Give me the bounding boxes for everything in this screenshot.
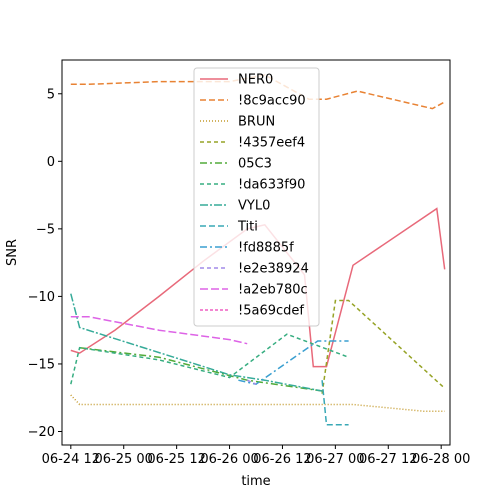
legend-label: !4357eef4 (238, 136, 305, 151)
y-axis-label: SNR (5, 239, 20, 266)
y-tick-label: −15 (28, 357, 55, 372)
legend-label: !fd8885f (238, 241, 294, 256)
x-tick-label: 06-25 00 (95, 452, 153, 467)
legend-label: NER0 (238, 73, 273, 88)
x-tick-label: 06-28 00 (412, 452, 470, 467)
series-line (70, 333, 349, 385)
legend-label: !e2e38924 (238, 262, 309, 277)
series-line (321, 299, 446, 394)
legend-label: 05C3 (238, 157, 272, 172)
y-tick-label: 5 (47, 87, 55, 102)
series-line (70, 394, 445, 412)
x-tick-label: 06-26 00 (200, 452, 258, 467)
series-line (238, 340, 349, 386)
plot-frame (61, 59, 451, 446)
legend-label: !a2eb780c (238, 283, 308, 298)
x-tick-label: 06-27 00 (306, 452, 364, 467)
y-axis: 5 0 −5 −10 −15 −20 (28, 87, 62, 440)
y-tick-label: −20 (28, 425, 55, 440)
y-tick-label: 0 (47, 155, 55, 170)
x-axis-label: time (241, 474, 270, 489)
series-line (321, 380, 349, 426)
y-tick-label: −10 (28, 290, 55, 305)
series-line (246, 379, 257, 385)
series-line (70, 293, 323, 392)
series-line (79, 346, 323, 392)
legend-label: !da633f90 (238, 178, 305, 193)
legend-label: !5a69cdef (238, 304, 304, 319)
legend-label: !8c9acc90 (238, 94, 306, 109)
legend-label: BRUN (238, 115, 275, 130)
legend-box (193, 67, 320, 327)
x-tick-label: 06-27 12 (359, 452, 417, 467)
legend-label: VYL0 (238, 199, 270, 214)
legend-label: Titi (237, 220, 258, 235)
x-tick-label: 06-26 12 (253, 452, 311, 467)
y-tick-label: −5 (36, 222, 55, 237)
series-line (70, 315, 248, 345)
legend: NER0 !8c9acc90 BRUN !4357eef4 05C3 !da633f90 V… (193, 67, 320, 327)
x-tick-label: 06-24 12 (42, 452, 100, 467)
x-tick-label: 06-25 12 (147, 452, 205, 467)
